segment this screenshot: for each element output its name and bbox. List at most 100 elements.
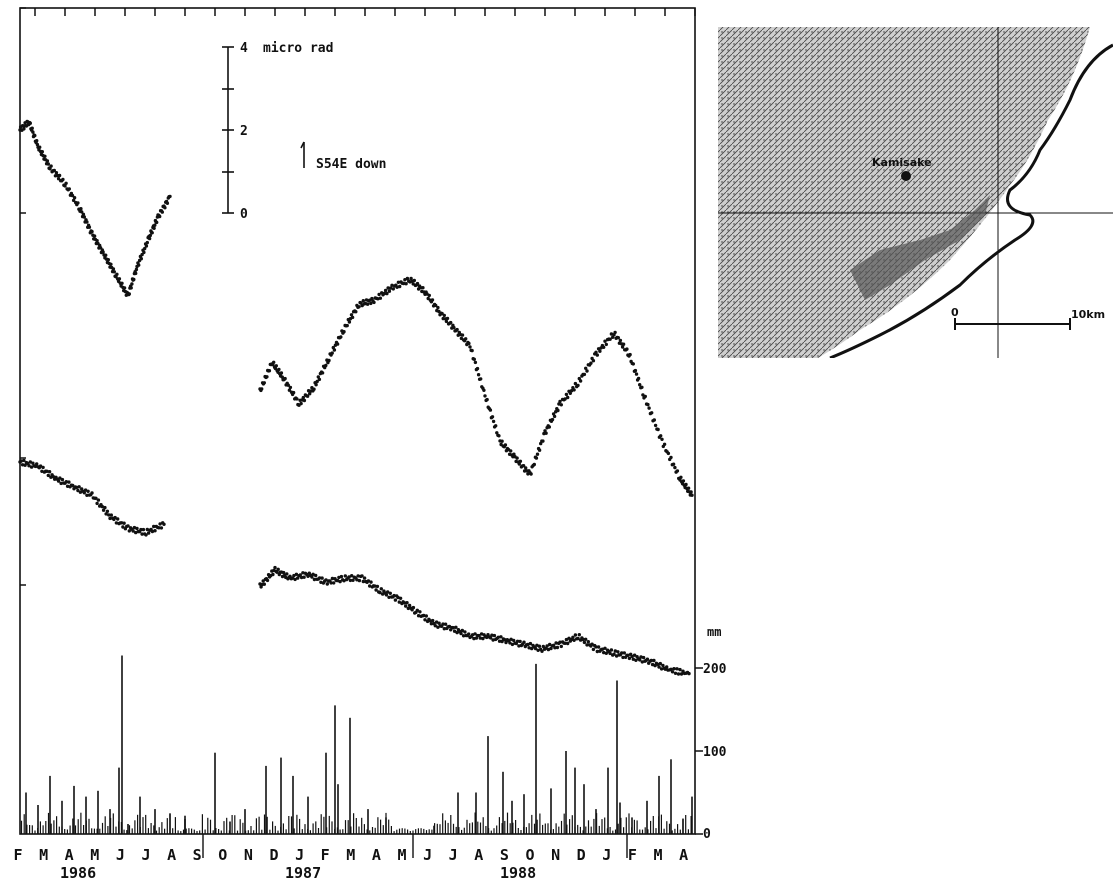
tilt-point — [271, 572, 275, 577]
month-label: M — [346, 846, 355, 864]
tilt-point — [467, 632, 471, 636]
tilt-point — [60, 477, 65, 482]
tilt-point — [64, 181, 68, 185]
tilt-point — [378, 296, 383, 300]
tilt-point — [291, 390, 296, 395]
tilt-point — [430, 298, 435, 302]
tilt-point — [127, 292, 131, 296]
tilt-point — [325, 582, 329, 586]
tilt-point — [115, 272, 119, 276]
tilt-point — [589, 361, 593, 365]
tilt-point — [45, 469, 49, 473]
tilt-point — [116, 517, 120, 521]
tilt-point — [403, 278, 407, 282]
tilt-point — [384, 593, 389, 597]
tilt-point — [127, 529, 131, 533]
tilt-point — [577, 633, 581, 637]
month-label: S — [193, 846, 202, 864]
tilt-point — [461, 634, 466, 638]
tilt-point — [652, 418, 656, 422]
tilt-point — [134, 530, 138, 535]
tilt-point — [518, 639, 522, 644]
tilt-point — [320, 371, 325, 375]
tilt-point — [360, 574, 364, 578]
tilt-point — [283, 376, 287, 381]
tilt-point — [100, 504, 105, 509]
tilt-point — [43, 154, 47, 158]
tilt-point — [572, 638, 576, 642]
tilt-point — [122, 521, 126, 525]
month-label: A — [372, 846, 381, 864]
tilt-point — [48, 167, 52, 171]
tilt-point — [150, 231, 154, 235]
tilt-point — [537, 644, 542, 648]
map-scale-zero: 0 — [951, 306, 959, 319]
tilt-point — [627, 656, 632, 661]
tilt-point — [407, 603, 412, 608]
tilt-point — [643, 394, 647, 399]
tilt-point — [436, 305, 440, 310]
tilt-point — [276, 567, 280, 571]
tilt-point — [639, 655, 643, 659]
tilt-point — [609, 332, 614, 336]
tilt-point — [299, 401, 303, 406]
tilt-point — [158, 522, 162, 526]
tilt-point — [412, 278, 416, 283]
tilt-point — [540, 649, 544, 653]
tilt-point — [345, 323, 349, 328]
month-label: N — [551, 846, 560, 864]
month-label: F — [13, 846, 22, 864]
tilt-point — [109, 262, 113, 266]
tilt-point — [361, 299, 365, 303]
tilt-point — [638, 658, 642, 662]
tilt-point — [45, 159, 50, 163]
tilt-point — [415, 281, 420, 286]
tilt-point — [515, 456, 519, 460]
tilt-point — [349, 313, 354, 317]
tilt-point — [559, 403, 563, 407]
tilt-point — [467, 341, 471, 346]
tilt-point — [545, 644, 549, 648]
tilt-point — [566, 641, 570, 646]
tilt-point — [120, 281, 124, 285]
tilt-point — [19, 459, 23, 463]
tilt-point — [622, 651, 626, 655]
tilt-point — [119, 521, 124, 525]
tilt-point — [29, 465, 34, 469]
tilt-point — [274, 364, 278, 368]
tilt-point — [40, 150, 44, 154]
tilt-point — [386, 286, 390, 290]
tilt-point — [482, 388, 486, 392]
map-location-marker — [901, 171, 911, 181]
tilt-point — [144, 244, 149, 248]
tilt-point — [517, 644, 521, 648]
tilt-point — [76, 201, 80, 205]
tilt-point — [140, 532, 144, 536]
rainfall-bars — [20, 655, 693, 834]
tilt-point — [533, 646, 538, 651]
tilt-point — [552, 414, 557, 419]
tilt-point — [59, 481, 63, 486]
tilt-point — [474, 636, 479, 640]
tilt-point — [490, 633, 494, 637]
tilt-point — [444, 319, 449, 324]
tilt-point — [470, 348, 474, 353]
tilt-point — [585, 369, 589, 373]
left-axis-ticks — [20, 7, 26, 586]
tilt-point — [632, 653, 637, 657]
month-label: J — [295, 846, 304, 864]
tilt-point — [71, 198, 76, 203]
tilt-point — [78, 490, 83, 494]
tilt-point — [581, 637, 585, 642]
tilt-point — [481, 636, 485, 641]
tilt-point — [141, 527, 146, 532]
tilt-point — [521, 464, 526, 468]
tilt-point — [365, 302, 370, 306]
tilt-point — [27, 464, 31, 468]
tilt-point — [356, 574, 360, 578]
tilt-point — [429, 622, 434, 626]
tilt-point — [578, 379, 583, 383]
tilt-point — [497, 434, 501, 438]
tilt-scale-unit: micro rad — [263, 41, 333, 56]
tilt-point — [554, 641, 558, 645]
